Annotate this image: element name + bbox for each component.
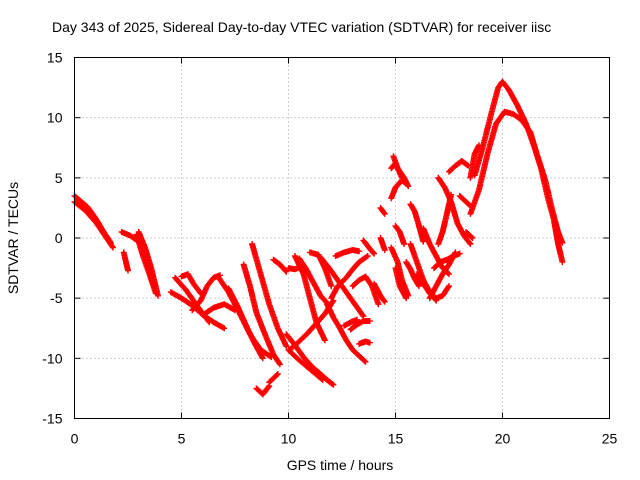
x-tick-label: 0 [71, 431, 79, 447]
series-sat-aa [287, 297, 337, 352]
y-tick-label: 5 [55, 170, 63, 186]
series-sat-i [178, 271, 204, 297]
series-sat-q [266, 371, 281, 386]
series-sat-bc [463, 229, 476, 241]
axis-ticks [74, 57, 610, 419]
series-sat-o [249, 241, 290, 350]
series-sat-t [285, 346, 326, 383]
series-sat-ah [349, 273, 382, 308]
series-sat-ac [332, 247, 363, 259]
series-sat-af [356, 338, 373, 347]
x-tick-label: 25 [602, 431, 618, 447]
series-sat-ba [446, 158, 472, 175]
series-sat-w [296, 255, 333, 309]
series-sat-ag [360, 237, 378, 257]
y-tick-label: 0 [55, 230, 63, 246]
y-tick-label: -15 [42, 411, 62, 427]
x-tick-label: 15 [388, 431, 404, 447]
series-sat-ao [392, 223, 408, 247]
x-tick-label: 10 [281, 431, 297, 447]
series-sat-ab [328, 253, 371, 302]
x-tick-label: 20 [495, 431, 511, 447]
series-sat-an [388, 177, 410, 202]
series-sat-ad [341, 316, 360, 329]
y-tick-label: -10 [42, 350, 62, 366]
series-sat-as [407, 201, 427, 245]
series-sat-be [471, 78, 538, 179]
series-sat-k [199, 301, 238, 318]
y-tick-label: 15 [47, 50, 63, 66]
x-axis-label: GPS time / hours [287, 457, 394, 473]
series-sat-az [435, 174, 474, 247]
series-sat-ax [431, 250, 463, 272]
series-sat-bh [531, 144, 566, 266]
x-tick-label: 5 [178, 431, 186, 447]
series-sat-r [270, 256, 290, 275]
series-sat-f [133, 231, 159, 297]
series-sat-ae [347, 318, 373, 333]
series-sat-m [225, 285, 266, 362]
series-sat-n [240, 261, 283, 368]
chart-title: Day 343 of 2025, Sidereal Day-to-day VTE… [52, 19, 551, 35]
series-sat-aj [377, 235, 388, 253]
series-sat-h [172, 274, 213, 326]
series-sat-ap [388, 244, 412, 299]
series-sat-ak [377, 204, 388, 217]
series-sat-bf [467, 142, 482, 181]
series-sat-am [388, 160, 405, 181]
y-axis-label: SDTVAR / TECUs [5, 182, 21, 294]
y-tick-label: -5 [50, 290, 63, 306]
series-sat-y [324, 301, 369, 365]
series-sat-p [253, 383, 273, 398]
series-sat-ai [371, 280, 388, 305]
y-tick-label: 10 [47, 110, 63, 126]
series-sat-d [120, 249, 131, 274]
axis-tick-labels: 0 5 10 15 20 25 -15 -10 -5 0 5 10 15 [42, 50, 617, 447]
series-sat-aq [392, 265, 410, 302]
series-sat-ar [403, 259, 422, 290]
data-series-layer [71, 78, 566, 398]
